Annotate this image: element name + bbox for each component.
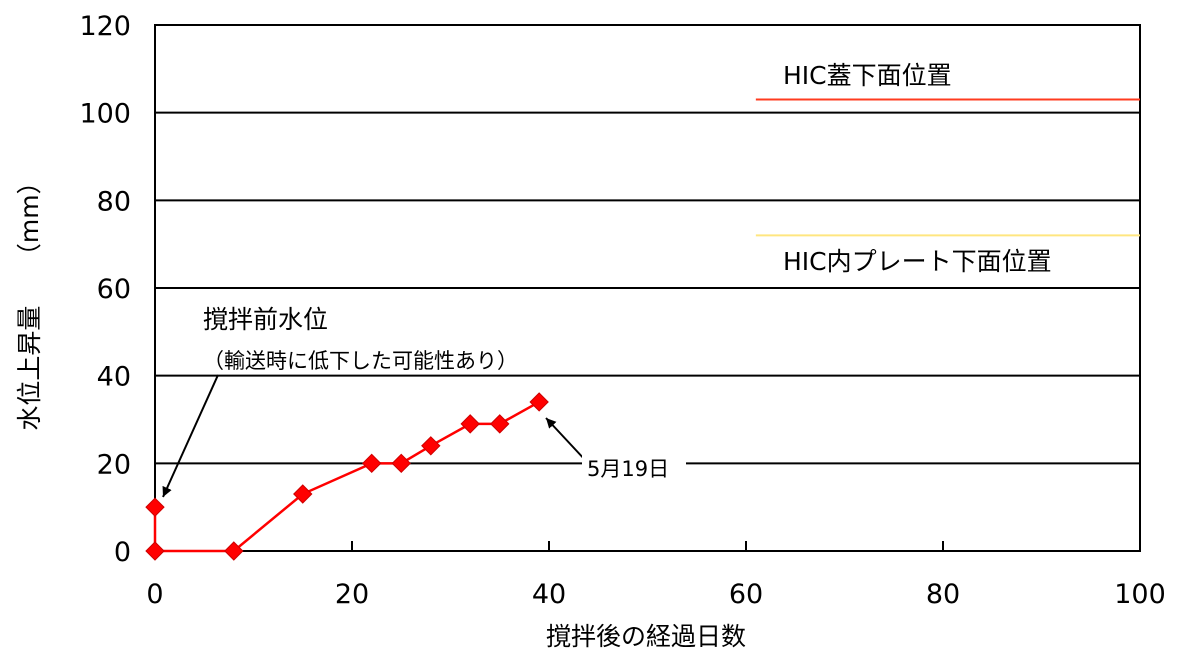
x-tick-label: 100 <box>1114 579 1166 610</box>
data-point <box>145 541 165 561</box>
x-tick-marks <box>154 541 1141 551</box>
x-tick-label: 60 <box>729 579 763 610</box>
y-tick-labels: 0 20 40 60 80 100 120 <box>79 11 131 568</box>
x-tick-label: 80 <box>926 579 960 610</box>
reference-label-hic-plate: HIC内プレート下面位置 <box>783 247 1052 276</box>
x-tick-label: 40 <box>532 579 566 610</box>
data-point <box>391 453 411 474</box>
annotation-pre-stir-title: 撹拌前水位 <box>203 305 328 334</box>
data-series <box>145 392 549 561</box>
y-tick-label: 100 <box>79 99 131 130</box>
y-tick-label: 20 <box>97 449 131 480</box>
x-tick-label: 0 <box>146 579 163 610</box>
data-point <box>361 453 382 474</box>
y-tick-label: 60 <box>97 274 131 305</box>
data-point <box>490 414 510 434</box>
y-tick-label: 120 <box>79 11 131 42</box>
y-tick-label: 40 <box>97 362 131 393</box>
data-point <box>145 497 165 517</box>
data-point <box>293 484 313 504</box>
data-point <box>421 436 441 456</box>
series-line <box>153 400 540 553</box>
x-tick-label: 20 <box>335 579 369 610</box>
annotation-date-box <box>582 452 686 482</box>
data-point <box>460 414 480 434</box>
plot-area-frame <box>154 24 1141 552</box>
annotation-date-arrow <box>545 417 588 463</box>
y-axis-title: 水位上昇量 （mm） <box>15 169 44 430</box>
annotation-date-label: 5月19日 <box>587 457 669 481</box>
y-tick-label: 0 <box>114 537 131 568</box>
y-tick-label: 80 <box>97 186 131 217</box>
reference-lines <box>755 98 1140 237</box>
x-tick-labels: 0 20 40 60 80 100 <box>146 579 1165 610</box>
data-point <box>529 392 549 412</box>
x-axis-title: 撹拌後の経過日数 <box>546 622 746 651</box>
data-point <box>224 541 244 561</box>
reference-label-hic-lid: HIC蓋下面位置 <box>783 61 952 90</box>
annotation-pre-stir-note: （輸送時に低下した可能性あり） <box>203 349 518 373</box>
annotation-pre-stir-arrow <box>162 374 219 498</box>
